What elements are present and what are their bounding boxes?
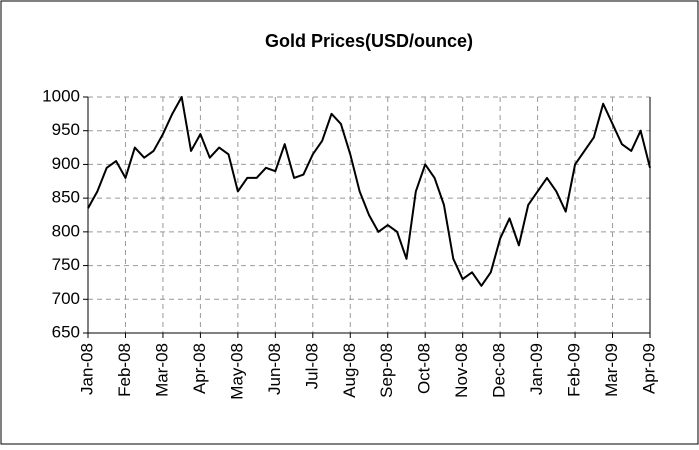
y-tick-label: 800 — [52, 221, 80, 240]
y-tick-label: 750 — [52, 255, 80, 274]
x-tick-label: Feb-09 — [565, 343, 584, 397]
x-tick-label: Feb-08 — [115, 343, 134, 397]
x-tick-label: Jan-09 — [527, 343, 546, 395]
y-tick-label: 1000 — [42, 86, 80, 105]
y-tick-label: 900 — [52, 154, 80, 173]
x-tick-label: Dec-08 — [490, 343, 509, 398]
x-tick-label: Oct-08 — [415, 343, 434, 394]
x-tick-label: Apr-08 — [190, 343, 209, 394]
x-tick-label: Apr-09 — [639, 343, 658, 394]
x-tick-label: Aug-08 — [340, 343, 359, 398]
x-tick-label: May-08 — [227, 343, 246, 400]
line-series — [87, 96, 651, 287]
x-tick-label: Mar-09 — [602, 343, 621, 397]
x-tick-label: Jul-08 — [302, 343, 321, 389]
chart-title: Gold Prices(USD/ounce) — [265, 31, 473, 51]
x-tick-label: Jun-08 — [265, 343, 284, 395]
y-tick-label: 700 — [52, 289, 80, 308]
y-tick-label: 950 — [52, 120, 80, 139]
x-tick-label: Nov-08 — [452, 343, 471, 398]
x-tick-label: Jan-08 — [77, 343, 96, 395]
x-tick-label: Sep-08 — [377, 343, 396, 398]
y-tick-label: 850 — [52, 188, 80, 207]
y-tick-label: 650 — [52, 322, 80, 341]
x-tick-label: Mar-08 — [152, 343, 171, 397]
